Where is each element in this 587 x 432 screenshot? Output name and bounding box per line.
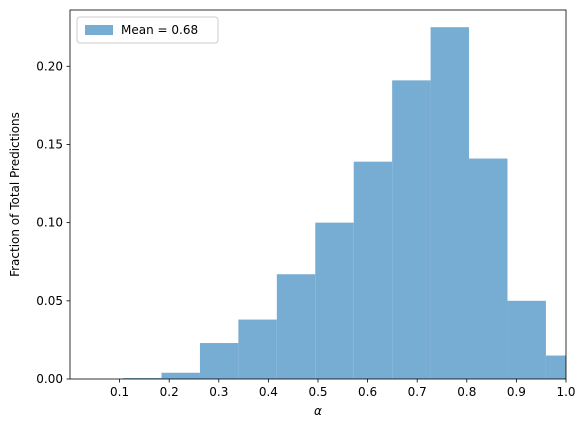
y-tick-label: 0.05	[36, 294, 63, 308]
x-tick-label: 0.2	[160, 385, 179, 399]
bar	[161, 372, 200, 379]
bar	[469, 158, 508, 379]
bar	[507, 300, 546, 379]
legend-swatch	[85, 25, 113, 35]
y-tick-label: 0.10	[36, 216, 63, 230]
bar	[430, 27, 470, 379]
y-tick-label: 0.15	[36, 137, 63, 151]
bar	[315, 222, 354, 379]
x-tick-label: 0.4	[259, 385, 278, 399]
legend-box	[76, 16, 219, 44]
y-tick-label: 0.20	[36, 59, 63, 73]
bars	[123, 27, 566, 379]
x-tick-label: 0.9	[507, 385, 526, 399]
bar	[123, 378, 162, 379]
bar	[276, 274, 316, 379]
x-tick-label: 1.0	[556, 385, 575, 399]
x-tick-label: 0.6	[358, 385, 377, 399]
bar	[238, 319, 277, 379]
bar	[353, 161, 393, 379]
x-axis-label: α	[314, 404, 322, 418]
bar	[545, 355, 566, 379]
y-tick-label: 0.00	[36, 372, 63, 386]
x-tick-label: 0.5	[308, 385, 327, 399]
y-axis-label: Fraction of Total Predictions	[8, 112, 22, 277]
bar	[392, 80, 431, 379]
legend-label: Mean = 0.68	[121, 23, 198, 37]
x-tick-label: 0.7	[408, 385, 427, 399]
bar	[199, 343, 239, 379]
x-tick-label: 0.3	[209, 385, 228, 399]
x-tick-label: 0.8	[457, 385, 476, 399]
x-tick-label: 0.1	[110, 385, 129, 399]
